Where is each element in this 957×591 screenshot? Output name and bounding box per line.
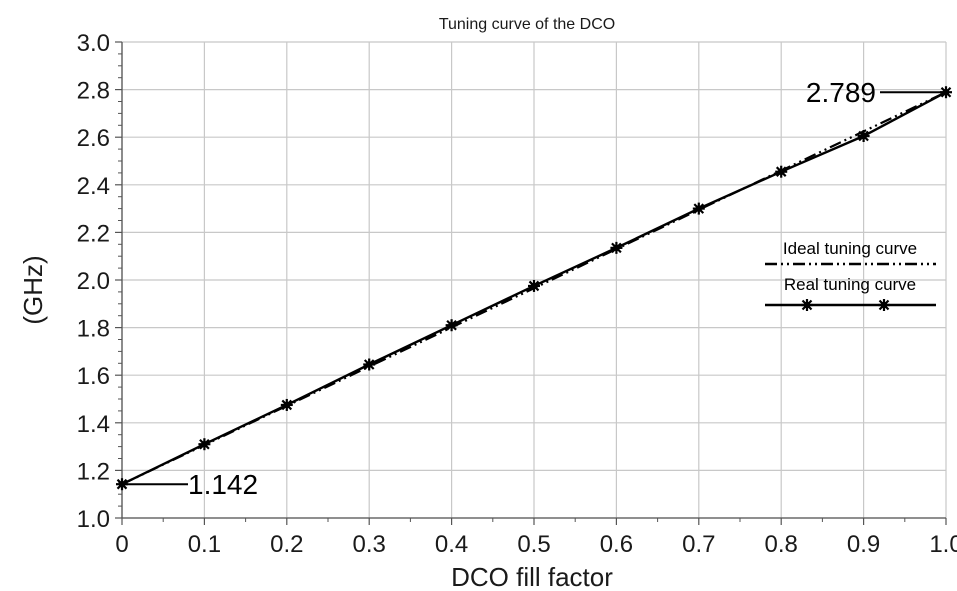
legend: Ideal tuning curve Real tuning curve — [765, 239, 936, 311]
star-marker-core — [613, 244, 620, 251]
real-data-point — [280, 398, 293, 411]
y-tick-label: 1.8 — [77, 316, 110, 343]
x-tick-label: 0.4 — [435, 531, 468, 558]
x-tick-label: 0.2 — [270, 531, 303, 558]
x-tick-label: 0.6 — [600, 531, 633, 558]
annotations: 1.142 2.789 — [122, 77, 946, 500]
tick-labels: 0 0.1 0.2 0.3 0.4 0.5 0.6 0.7 0.8 0.9 1.0 1.0 1.2 1.4… — [77, 30, 957, 558]
y-tick-label: 2.4 — [77, 173, 110, 200]
y-tick-label: 2.8 — [77, 78, 110, 105]
real-data-point — [692, 202, 705, 215]
x-tick-label: 0.9 — [847, 531, 880, 558]
star-marker-core — [695, 205, 702, 212]
y-tick-label: 2.6 — [77, 125, 110, 152]
legend-label-real: Real tuning curve — [784, 275, 916, 294]
annotation-max-value: 2.789 — [806, 77, 876, 108]
star-marker-core — [860, 133, 867, 140]
x-tick-label: 0.3 — [353, 531, 386, 558]
real-data-point — [363, 358, 376, 371]
x-tick-label: 0 — [115, 531, 128, 558]
grid-lines — [121, 41, 947, 519]
y-tick-label: 3.0 — [77, 30, 110, 57]
real-data-point — [445, 319, 458, 332]
x-tick-label: 0.8 — [765, 531, 798, 558]
series-layer — [116, 86, 952, 491]
star-marker-core — [881, 302, 887, 308]
y-tick-label: 1.4 — [77, 411, 110, 438]
axes — [115, 41, 947, 525]
y-tick-label: 1.2 — [77, 458, 110, 485]
legend-marker — [878, 299, 890, 311]
star-marker-core — [366, 361, 373, 368]
y-tick-label: 2.0 — [77, 268, 110, 295]
star-marker-core — [283, 401, 290, 408]
x-tick-label: 0.1 — [188, 531, 221, 558]
star-marker-core — [448, 322, 455, 329]
star-marker-core — [201, 441, 208, 448]
x-tick-label: 0.7 — [682, 531, 715, 558]
chart-title: Tuning curve of the DCO — [439, 16, 615, 33]
y-tick-label: 2.2 — [77, 220, 110, 247]
real-data-point — [198, 438, 211, 451]
y-tick-label: 1.6 — [77, 363, 110, 390]
legend-marker — [801, 299, 813, 311]
real-data-point — [775, 165, 788, 178]
legend-label-ideal: Ideal tuning curve — [783, 239, 917, 258]
y-axis-label: (GHz) — [18, 255, 48, 324]
x-tick-label: 1.0 — [929, 531, 957, 558]
y-tick-label: 1.0 — [77, 506, 110, 533]
star-marker-core — [531, 282, 537, 289]
real-data-point — [610, 241, 623, 254]
x-axis-label: DCO fill factor — [451, 562, 613, 591]
real-data-point — [857, 130, 870, 143]
annotation-min-value: 1.142 — [188, 469, 258, 500]
star-marker-core — [804, 302, 810, 308]
star-marker-core — [778, 168, 785, 175]
real-data-point — [528, 279, 540, 292]
x-tick-label: 0.5 — [517, 531, 550, 558]
